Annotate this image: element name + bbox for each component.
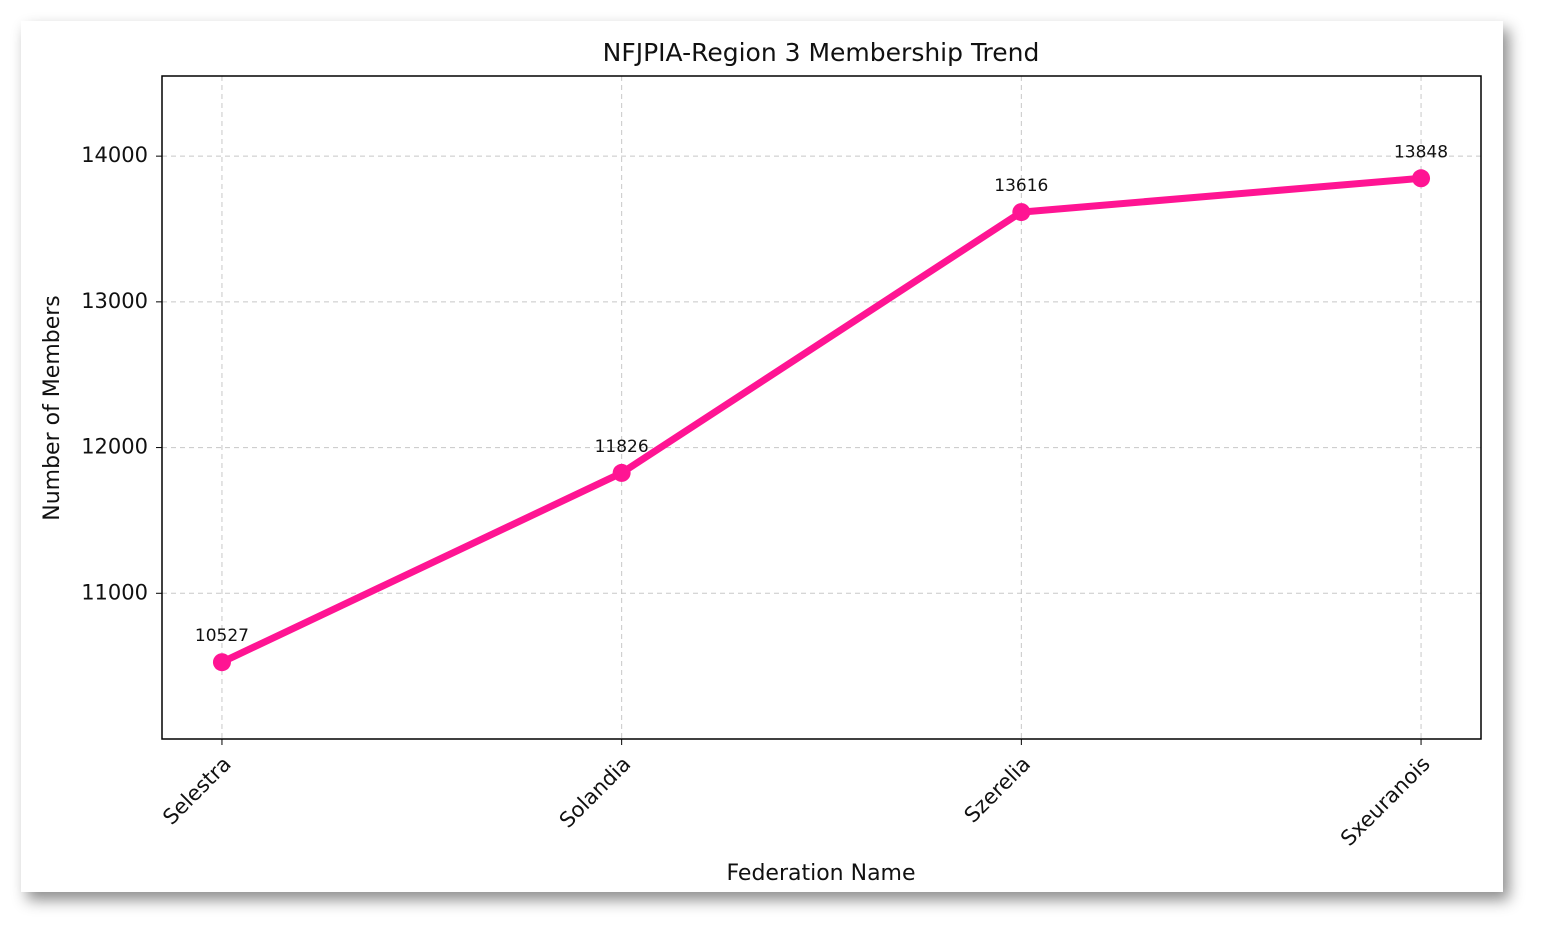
y-tick-label: 11000: [81, 580, 148, 604]
y-tick-label: 12000: [81, 435, 148, 459]
y-tick-label: 13000: [81, 289, 148, 313]
data-label: 13616: [994, 176, 1048, 196]
point: [1412, 169, 1431, 188]
point: [1012, 203, 1031, 222]
plot-frame: [161, 75, 1482, 740]
line: [220, 174, 1422, 666]
y-tick-label: 14000: [81, 143, 148, 167]
chart-card: [21, 21, 1503, 892]
point: [212, 653, 231, 672]
data-label: 13848: [1394, 142, 1448, 162]
x-tick-label: Szerelia: [960, 752, 1036, 828]
x-tick-label: Selestra: [158, 752, 236, 830]
x-axis-label: Federation Name: [726, 861, 915, 886]
x-tick-label: Sxeuranois: [1336, 752, 1435, 851]
x-tick-label: Solandia: [555, 752, 636, 833]
y-axis-label: Number of Members: [40, 295, 65, 521]
point: [612, 463, 631, 482]
data-label: 11826: [595, 437, 649, 457]
data-label: 10527: [195, 626, 249, 646]
chart-title: NFJPIA-Region 3 Membership Trend: [603, 38, 1040, 67]
